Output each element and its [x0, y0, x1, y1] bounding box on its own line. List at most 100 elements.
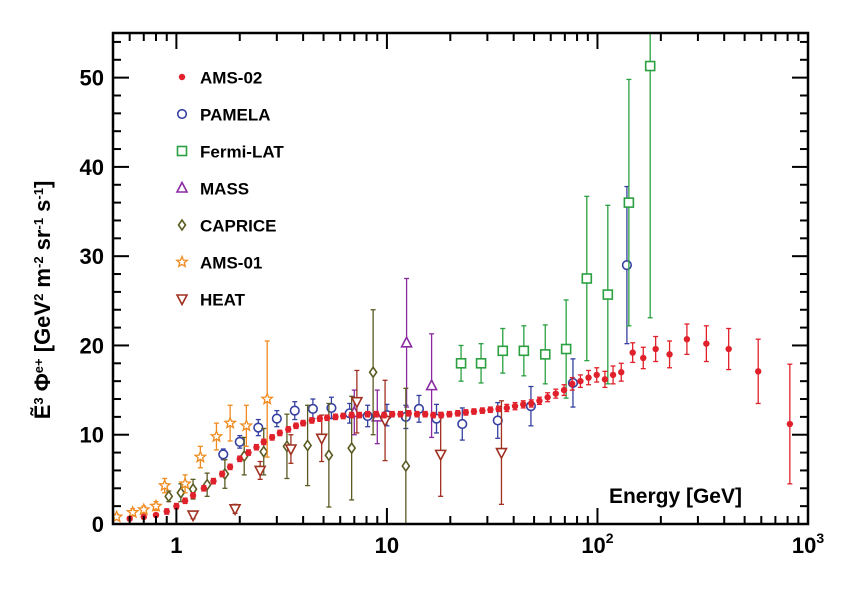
data-point-heat: [284, 444, 298, 457]
series-ams-02: [126, 323, 794, 522]
data-point-ams-02: [245, 449, 252, 456]
data-point-pamela: [492, 415, 503, 426]
data-point-heat: [350, 396, 364, 409]
data-point-ams-02: [430, 411, 437, 419]
data-point-pamela: [457, 418, 468, 430]
data-point-ams-02: [577, 377, 584, 385]
data-point-ams-02: [200, 485, 208, 492]
data-point-ams-02: [593, 371, 600, 379]
data-point-ams-02: [226, 463, 234, 471]
data-point-ams-02: [725, 345, 732, 353]
series-ams-01: [113, 340, 275, 523]
y-tick-label: 30: [80, 244, 104, 269]
data-point-ams-02: [268, 434, 276, 441]
data-point-ams-02: [299, 419, 307, 427]
data-point-ams-02: [585, 374, 592, 381]
legend-label-fermi-lat: Fermi-LAT: [200, 143, 284, 162]
y-tick-label: 10: [80, 423, 104, 448]
data-point-ams-02: [413, 410, 421, 418]
data-point-caprice: [401, 459, 411, 473]
data-point-caprice: [259, 445, 269, 459]
data-point-heat: [315, 433, 329, 446]
data-point-ams-02: [253, 444, 260, 451]
legend-marker-ams-01: [175, 254, 189, 268]
data-point-caprice: [324, 448, 334, 462]
data-point-ams-02: [380, 411, 388, 419]
data-point-ams-02: [332, 413, 339, 421]
data-point-caprice: [347, 441, 357, 455]
data-point-ams-02: [348, 411, 355, 419]
data-point-ams-02: [454, 410, 461, 417]
legend-item-caprice: CAPRICE: [177, 217, 277, 236]
data-point-ams-02: [389, 410, 396, 418]
data-point-heat: [495, 447, 508, 460]
data-point-ams-02: [479, 407, 486, 414]
data-point-ams-02: [210, 477, 217, 485]
legend-marker-fermi-lat: [176, 145, 188, 157]
data-point-ams-02: [323, 414, 331, 421]
data-point-ams-01: [223, 415, 238, 430]
data-point-fermi-lat: [475, 358, 487, 369]
series-heat: [186, 369, 508, 523]
data-point-heat: [228, 504, 242, 517]
data-point-ams-02: [503, 404, 510, 412]
data-point-ams-02: [163, 508, 170, 515]
legend-label-mass: MASS: [200, 180, 249, 199]
series-mass: [347, 277, 438, 445]
data-point-ams-02: [495, 405, 502, 413]
y-tick-label: 0: [92, 512, 104, 537]
data-point-ams-02: [528, 400, 535, 407]
legend-marker-caprice: [177, 218, 187, 232]
legend-label-heat: HEAT: [200, 291, 246, 310]
data-point-ams-02: [397, 410, 404, 418]
data-point-ams-02: [544, 394, 551, 401]
data-point-ams-02: [308, 417, 316, 424]
x-tick-label: 1: [170, 533, 182, 558]
data-point-ams-02: [511, 402, 519, 410]
y-axis-label: Ẽ3 Φe+ [GeV2 m-2 sr-1 s-1]: [30, 181, 55, 420]
data-point-caprice: [164, 489, 174, 503]
data-point-ams-02: [437, 411, 445, 419]
data-point-ams-01: [136, 502, 151, 516]
data-point-ams-02: [356, 411, 363, 419]
axes-layer: 1 10 102 103 0 10 20 30 40 50: [80, 31, 824, 558]
data-point-ams-02: [181, 497, 189, 504]
x-tick-label: 102: [581, 530, 613, 558]
legend-marker-pamela: [176, 108, 188, 120]
data-point-fermi-lat: [644, 60, 656, 72]
data-point-ams-02: [552, 390, 559, 397]
data-point-ams-02: [405, 410, 412, 417]
data-point-ams-02: [446, 410, 453, 418]
data-point-pamela: [621, 260, 633, 271]
data-point-ams-02: [173, 502, 180, 510]
plot-frame: [111, 31, 810, 526]
x-tick-label: 103: [792, 530, 824, 558]
legend-label-ams-02: AMS-02: [200, 69, 262, 88]
data-point-fermi-lat: [623, 197, 635, 208]
data-layer: [113, 33, 794, 524]
data-point-ams-02: [683, 336, 691, 343]
data-point-ams-02: [560, 386, 568, 394]
data-point-fermi-lat: [560, 343, 572, 355]
data-point-ams-01: [260, 391, 275, 405]
data-point-fermi-lat: [602, 289, 614, 300]
data-point-ams-02: [152, 511, 160, 519]
data-point-fermi-lat: [581, 273, 593, 284]
y-tick-label: 50: [80, 66, 104, 91]
data-point-ams-02: [292, 422, 300, 429]
data-point-caprice: [303, 439, 313, 452]
data-point-fermi-lat: [539, 349, 551, 360]
data-point-ams-02: [703, 340, 710, 347]
data-point-ams-01: [178, 476, 192, 490]
data-point-ams-02: [236, 455, 243, 463]
data-point-ams-02: [340, 412, 347, 420]
data-point-ams-02: [422, 410, 429, 418]
data-point-pamela: [253, 422, 264, 433]
data-point-ams-02: [316, 415, 324, 422]
data-point-ams-01: [193, 449, 208, 463]
y-tick-label: 20: [80, 333, 104, 358]
legend-item-pamela: PAMELA: [176, 106, 271, 125]
data-point-pamela: [271, 413, 282, 424]
data-point-ams-02: [609, 371, 617, 379]
